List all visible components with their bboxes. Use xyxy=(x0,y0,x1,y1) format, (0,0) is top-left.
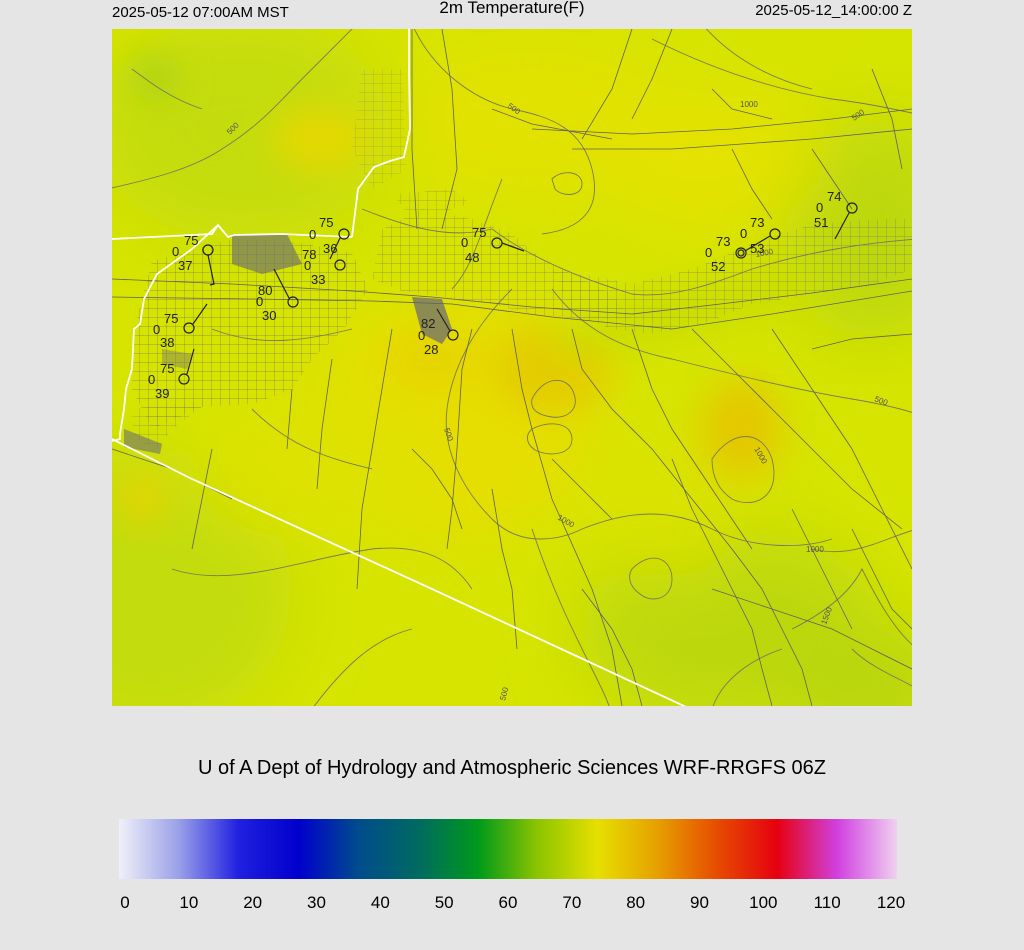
station-wind: 0 xyxy=(304,258,311,273)
colorbar-tick-label: 0 xyxy=(120,893,130,912)
contour-label: 1000 xyxy=(806,545,824,554)
station-wind: 0 xyxy=(148,372,155,387)
valid-utc-time: 2025-05-12_14:00:00 Z xyxy=(755,2,912,19)
station-plot[interactable]: 73 0 53 xyxy=(740,215,781,256)
station-temp: 73 xyxy=(750,215,764,230)
station-plot[interactable]: 75 0 39 xyxy=(148,348,195,401)
station-dew: 52 xyxy=(711,259,725,274)
station-wind: 0 xyxy=(418,328,425,343)
roads xyxy=(112,29,912,706)
station-temp: 75 xyxy=(319,215,333,230)
contour-label: 500 xyxy=(442,427,455,443)
station-wind: 0 xyxy=(816,200,823,215)
colorbar-tick-label: 70 xyxy=(562,893,582,912)
station-temp: 73 xyxy=(716,234,730,249)
colorbar-tick-label: 20 xyxy=(243,893,263,912)
station-wind: 0 xyxy=(705,245,712,260)
station-temp: 75 xyxy=(160,361,174,376)
station-wind: 0 xyxy=(461,235,468,250)
colorbar-tick-label: 50 xyxy=(434,893,454,912)
station-wind: 0 xyxy=(172,244,179,259)
station-temp: 78 xyxy=(302,247,316,262)
colorbar-tick-label: 40 xyxy=(370,893,390,912)
map-title: 2m Temperature(F) xyxy=(439,0,585,17)
station-plot[interactable]: 75 0 36 xyxy=(309,215,350,260)
colorbar-tick-label: 110 xyxy=(813,893,841,912)
contour-label: 1000 xyxy=(740,100,758,109)
station-wind: 0 xyxy=(309,227,316,242)
station-plot[interactable]: 75 0 48 xyxy=(461,225,525,265)
station-temp: 82 xyxy=(421,316,435,331)
colorbar xyxy=(119,819,897,879)
contour-label: 500 xyxy=(873,394,889,407)
station-dew: 36 xyxy=(323,241,337,256)
station-temp: 75 xyxy=(472,225,486,240)
station-plot[interactable]: 80 0 30 xyxy=(256,268,299,323)
station-temp: 75 xyxy=(184,233,198,248)
station-dew: 37 xyxy=(178,258,192,273)
station-plots: 75 0 37 75 0 36 78 0 33 80 0 30 xyxy=(148,189,858,401)
station-temp: 80 xyxy=(258,283,272,298)
temperature-map[interactable]: 500 1000 500 500 1000 500 500 1000 1000 … xyxy=(112,29,912,706)
station-dew: 33 xyxy=(311,272,325,287)
model-credit: U of A Dept of Hydrology and Atmospheric… xyxy=(197,757,827,779)
station-plot[interactable]: 78 0 33 xyxy=(302,247,346,287)
colorbar-tick-label: 90 xyxy=(690,893,709,912)
station-plot[interactable]: 74 0 51 xyxy=(814,189,858,240)
station-plot[interactable]: 75 0 37 xyxy=(172,233,215,286)
station-temp: 74 xyxy=(827,189,841,204)
station-dew: 51 xyxy=(814,215,828,230)
station-temp: 75 xyxy=(164,311,178,326)
valid-local-time: 2025-05-12 07:00AM MST xyxy=(112,4,289,21)
colorbar-labels: 0 10 20 30 40 50 60 70 80 90 100 110 120 xyxy=(0,893,1024,917)
city-grids xyxy=(124,69,912,454)
colorbar-tick-label: 30 xyxy=(307,893,326,912)
station-dew: 39 xyxy=(155,386,169,401)
station-dew: 38 xyxy=(160,335,174,350)
contour-label: 500 xyxy=(498,686,510,702)
station-plot[interactable]: 75 0 38 xyxy=(153,303,208,350)
contour-label: 1000 xyxy=(755,247,775,259)
colorbar-tick-label: 60 xyxy=(498,893,518,912)
station-wind: 0 xyxy=(256,294,263,309)
colorbar-tick-label: 120 xyxy=(876,893,906,912)
station-dew: 48 xyxy=(465,250,479,265)
station-wind: 0 xyxy=(740,226,747,241)
station-dew: 30 xyxy=(262,308,276,323)
colorbar-tick-label: 10 xyxy=(179,893,199,912)
colorbar-tick-label: 100 xyxy=(749,893,778,912)
boundaries xyxy=(112,29,687,706)
station-plot[interactable]: 73 0 52 xyxy=(705,234,747,274)
colorbar-tick-label: 80 xyxy=(626,893,646,912)
station-dew: 53 xyxy=(750,241,764,256)
station-dew: 28 xyxy=(424,342,438,357)
station-plot[interactable]: 82 0 28 xyxy=(418,308,459,357)
station-wind: 0 xyxy=(153,322,160,337)
